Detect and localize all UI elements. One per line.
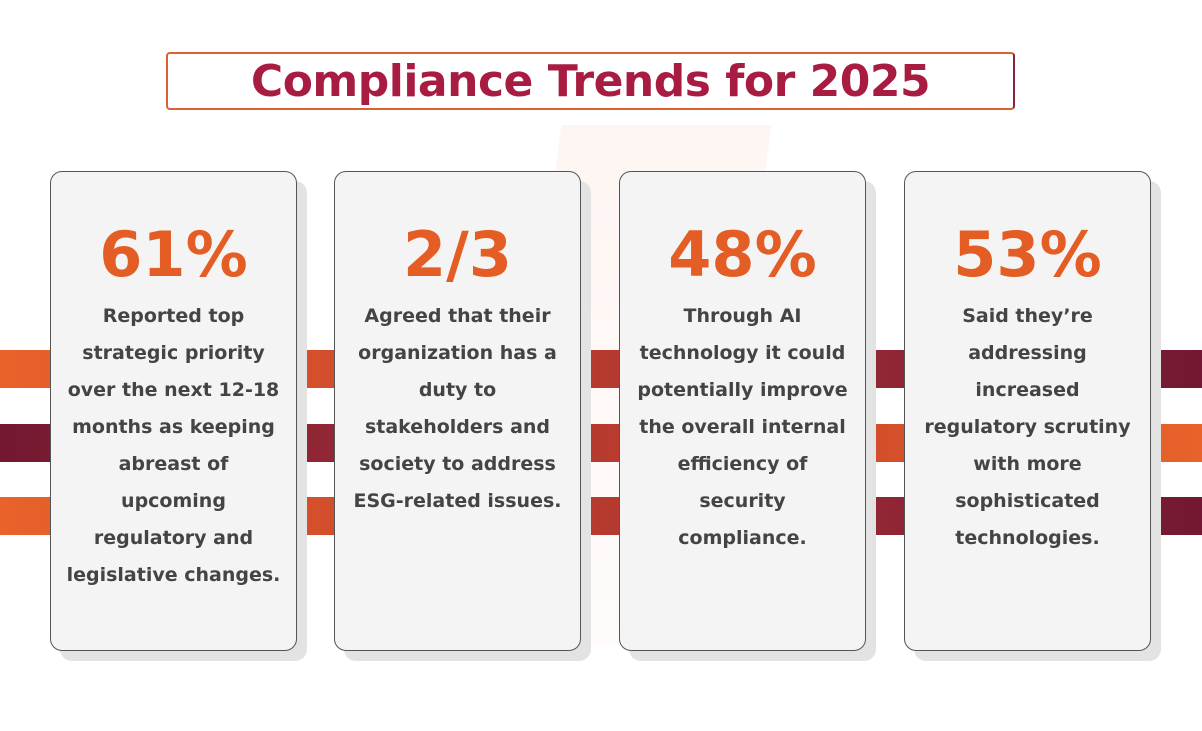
stat-description: Through AI technology it could potential… xyxy=(637,305,848,549)
stat-description: Reported top strategic priority over the… xyxy=(66,305,281,586)
stat-value: 53% xyxy=(953,218,1102,291)
stat-card: 53% Said they’re addressing increased re… xyxy=(904,171,1151,651)
stat-value: 61% xyxy=(99,218,248,291)
title-box: Compliance Trends for 2025 xyxy=(166,52,1015,110)
stat-description: Said they’re addressing increased regula… xyxy=(924,305,1131,549)
stat-value: 2/3 xyxy=(403,218,512,291)
stat-value: 48% xyxy=(668,218,817,291)
stat-card: 2/3 Agreed that their organization has a… xyxy=(334,171,581,651)
stat-description: Agreed that their organization has a dut… xyxy=(353,305,562,512)
stat-card: 48% Through AI technology it could poten… xyxy=(619,171,866,651)
stat-card: 61% Reported top strategic priority over… xyxy=(50,171,297,651)
page-title: Compliance Trends for 2025 xyxy=(250,55,931,107)
